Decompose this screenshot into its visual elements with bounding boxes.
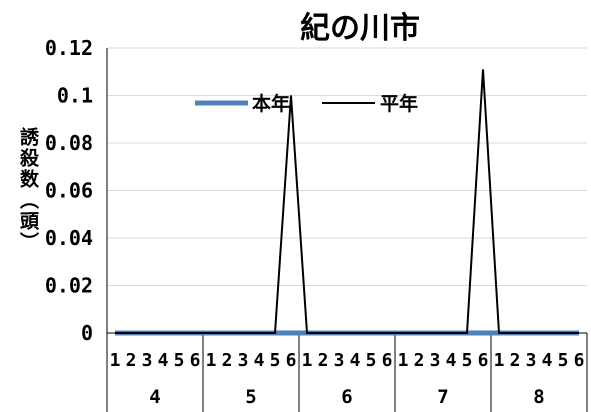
x-tick-label: 1 [302,350,313,371]
series-line-normal [115,69,579,334]
month-label: 7 [437,386,448,408]
month-label: 8 [533,386,544,408]
month-label: 6 [341,386,352,408]
x-tick-label: 5 [174,350,185,371]
y-tick-label: 0.1 [57,84,93,108]
x-tick-label: 1 [206,350,217,371]
y-axis-label: 誘殺数（頭） [17,126,40,253]
y-tick-label: 0.02 [45,274,93,298]
x-tick-label: 3 [430,350,441,371]
series-layer [115,69,579,336]
y-tick-label: 0.12 [45,36,93,60]
month-label: 4 [149,386,160,408]
x-tick-label: 1 [398,350,409,371]
y-tick-label: 0 [81,321,93,345]
x-tick-label: 1 [494,350,505,371]
x-tick-label: 2 [126,350,137,371]
chart-title: 紀の川市 [300,11,420,46]
x-tick-label: 5 [558,350,569,371]
legend-label-current: 本年 [252,92,290,115]
x-tick-label: 4 [350,350,361,371]
x-tick-label: 4 [254,350,265,371]
y-tick-label: 0.06 [45,179,93,203]
x-tick-label: 6 [286,350,297,371]
x-tick-label: 6 [382,350,393,371]
x-tick-label: 3 [526,350,537,371]
x-tick-label: 6 [190,350,201,371]
x-tick-label: 2 [510,350,521,371]
month-label: 5 [245,386,256,408]
x-tick-label: 5 [462,350,473,371]
x-tick-label: 6 [574,350,585,371]
legend-label-normal: 平年 [380,92,418,115]
y-tick-label: 0.04 [45,226,93,250]
x-tick-label: 2 [414,350,425,371]
x-tick-label: 3 [142,350,153,371]
x-tick-label: 2 [318,350,329,371]
x-tick-label: 3 [238,350,249,371]
axis-labels: 00.020.040.060.080.10.121 2 3 4 5 641 2 3 4 5 651 2… [45,36,585,408]
grid-lines [107,47,587,286]
x-tick-label: 6 [478,350,489,371]
legend: 本年 平年 [195,92,418,115]
x-tick-label: 3 [334,350,345,371]
x-tick-label: 4 [158,350,169,371]
x-tick-label: 4 [542,350,553,371]
x-tick-label: 2 [222,350,233,371]
x-tick-label: 5 [366,350,377,371]
x-tick-label: 4 [446,350,457,371]
x-tick-label: 5 [270,350,281,371]
x-tick-label: 1 [110,350,121,371]
y-tick-label: 0.08 [45,131,93,155]
